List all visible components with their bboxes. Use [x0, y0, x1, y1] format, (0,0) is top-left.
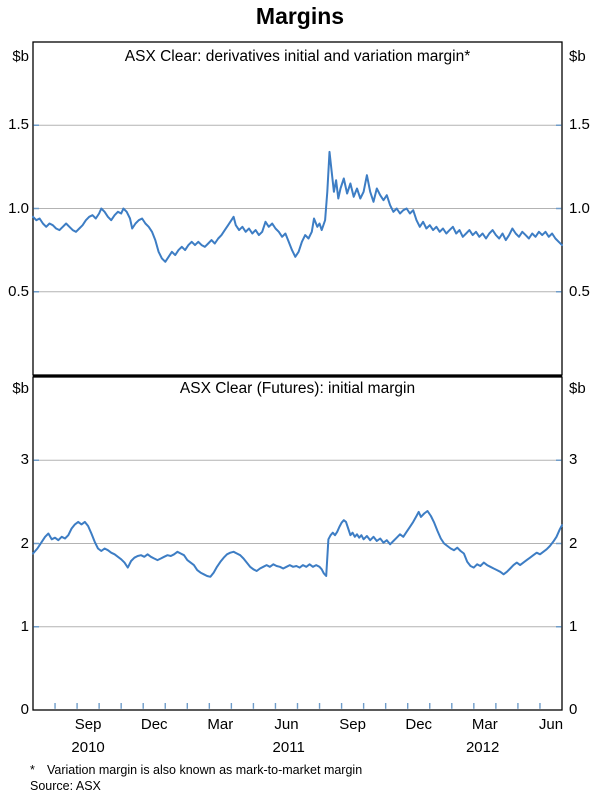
x-month-label: Sep — [74, 716, 102, 733]
y-tick-label-left: 1.0 — [8, 199, 29, 217]
y-tick-label-left: 3 — [20, 451, 29, 469]
x-month-label: Mar — [471, 716, 498, 733]
source-note: Source: ASX — [30, 779, 101, 793]
x-year-label: 2010 — [71, 739, 105, 756]
y-tick-label-left: 1 — [20, 617, 29, 635]
footnote-marker: * — [30, 763, 35, 777]
y-unit-bottom-right: $b — [569, 380, 586, 397]
y-tick-label-right: 1.0 — [569, 199, 590, 217]
x-month-label: Jun — [538, 716, 564, 733]
y-unit-top-left: $b — [12, 48, 29, 65]
x-month-label: Dec — [405, 716, 433, 733]
series-line-bottom — [32, 510, 563, 578]
y-unit-top-right: $b — [569, 48, 586, 65]
x-month-label: Sep — [339, 716, 366, 733]
y-zero-label-right: 0 — [569, 701, 578, 718]
top-panel-border — [32, 41, 563, 376]
y-tick-label-left: 0.5 — [8, 282, 29, 300]
y-tick-label-right: 1.5 — [569, 116, 590, 134]
bottom-panel-title: ASX Clear (Futures): initial margin — [179, 380, 416, 397]
x-month-label: Jun — [274, 716, 299, 733]
series-line-top — [32, 150, 563, 263]
chart-title: Margins — [255, 3, 345, 29]
footnote: * Variation margin is also known as mark-… — [30, 763, 362, 777]
bottom-panel-border — [32, 376, 563, 711]
y-tick-label-right: 0.5 — [569, 282, 590, 300]
top-panel-title: ASX Clear: derivatives initial and varia… — [124, 48, 471, 65]
y-tick-label-left: 1.5 — [8, 116, 29, 134]
x-month-label: Mar — [207, 716, 234, 733]
x-year-label: 2011 — [272, 739, 305, 756]
y-unit-bottom-left: $b — [12, 380, 29, 397]
y-tick-label-left: 2 — [20, 534, 29, 552]
y-tick-label-right: 3 — [569, 451, 578, 469]
x-year-label: 2012 — [465, 739, 500, 756]
y-tick-label-right: 2 — [569, 534, 578, 552]
x-month-label: Dec — [140, 716, 168, 733]
y-tick-label-right: 1 — [569, 617, 578, 635]
footnote-text: Variation margin is also known as mark-t… — [47, 763, 363, 777]
y-zero-label-left: 0 — [20, 701, 29, 718]
